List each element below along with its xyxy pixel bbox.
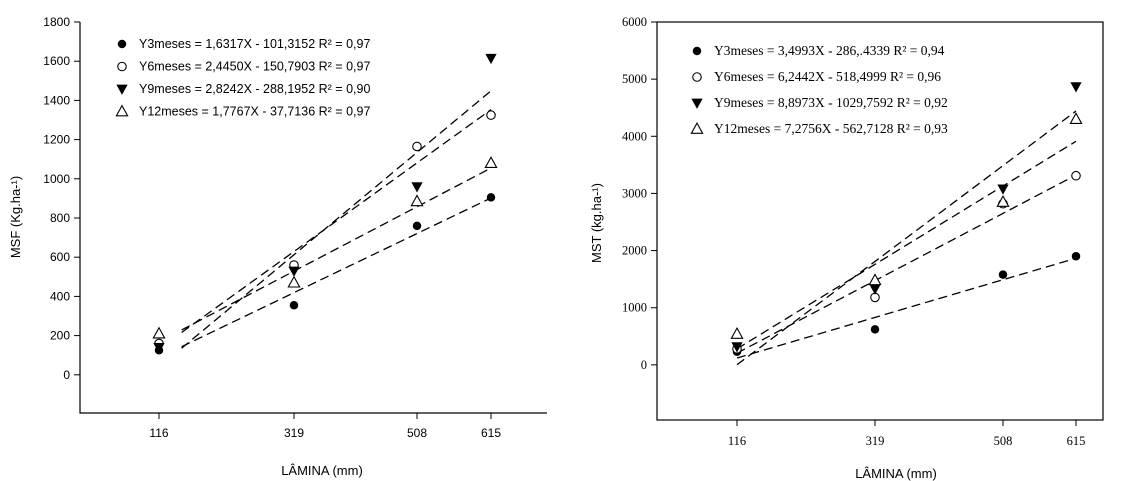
chart-mst: MST (kg.ha-¹) LÂMINA (mm) 0 1000 2000 3000 4… [589, 15, 1104, 481]
y-tick-label: 2000 [622, 244, 647, 258]
y-tick-label: 1600 [43, 54, 70, 68]
legend-entry: Y3meses = 3,4993X - 286,.4339 R² = 0,94 [714, 43, 945, 58]
legend-entry: Y6meses = 2,4450X - 150,7903 R² = 0,97 [139, 60, 370, 74]
data-point [1071, 252, 1081, 261]
data-point [731, 342, 743, 353]
data-point [1071, 170, 1081, 181]
legend-marker [691, 98, 703, 109]
trend-line [736, 174, 1077, 354]
data-point [288, 266, 300, 277]
x-tick-label: 116 [728, 434, 746, 448]
data-point [998, 270, 1008, 279]
legend-marker [117, 61, 127, 72]
trend-line [181, 197, 492, 348]
chart-msf: MSF (Kg.ha-¹) LÂMINA (mm) 0 200 400 600 800 1… [8, 15, 547, 478]
x-axis-label: LÂMINA (mm) [281, 463, 363, 478]
legend-entry: Y9meses = 8,8973X - 1029,7592 R² = 0,92 [714, 95, 948, 110]
data-point [730, 326, 744, 339]
x-tick-label: 319 [866, 434, 885, 448]
legend-marker [692, 72, 702, 82]
y-tick-label: 1200 [43, 133, 70, 147]
x-tick-label: 508 [994, 434, 1013, 448]
trend-line [736, 140, 1077, 350]
y-tick-label: 0 [63, 368, 70, 382]
legend-marker [692, 46, 702, 56]
data-point [485, 53, 497, 65]
legend-marker [117, 39, 127, 49]
data-point [153, 343, 165, 354]
legend-entry: Y9meses = 2,8242X - 288,1952 R² = 0,90 [139, 82, 370, 96]
data-point [410, 194, 424, 207]
data-point [996, 194, 1010, 207]
legend-entry: Y3meses = 1,6317X - 101,3152 R² = 0,97 [139, 37, 370, 51]
data-point [412, 221, 422, 231]
plot-frame [656, 21, 1104, 421]
y-tick-label: 6000 [622, 15, 647, 29]
x-tick-label: 615 [481, 426, 501, 440]
y-tick-label: 5000 [622, 72, 647, 86]
data-point [152, 326, 166, 339]
legend-entry: Y12meses = 7,2756X - 562,7128 R² = 0,93 [714, 121, 948, 136]
data-point [1069, 112, 1083, 125]
y-tick-label: 1000 [43, 172, 70, 186]
trend-line [736, 110, 1077, 366]
y-tick-label: 4000 [622, 129, 647, 143]
y-axis-label: MST (kg.ha-¹) [589, 183, 604, 263]
y-tick-label: 3000 [622, 186, 647, 200]
legend-marker [115, 104, 129, 117]
data-point [287, 275, 301, 288]
data-point [411, 182, 423, 193]
data-point [486, 110, 496, 120]
plot-frame [79, 22, 547, 414]
trend-line [181, 109, 492, 333]
x-tick-label: 508 [407, 426, 427, 440]
y-tick-label: 600 [50, 250, 70, 264]
legend-entry: Y6meses = 6,2442X - 518,4999 R² = 0,96 [714, 69, 941, 84]
y-tick-label: 0 [641, 358, 647, 372]
legend-entry: Y12meses = 1,7767X - 37,7136 R² = 0,97 [139, 105, 370, 119]
data-point [289, 300, 299, 310]
x-tick-label: 116 [149, 426, 168, 440]
y-tick-label: 1800 [43, 15, 70, 29]
trend-line [736, 257, 1077, 359]
data-point [412, 141, 422, 152]
trend-line [181, 90, 492, 349]
y-tick-label: 800 [50, 211, 70, 225]
y-tick-label: 1000 [622, 301, 647, 315]
y-tick-label: 200 [50, 329, 70, 343]
y-tick-label: 400 [50, 289, 70, 303]
y-axis-label: MSF (Kg.ha-¹) [8, 176, 23, 258]
data-point [869, 284, 881, 295]
trend-line [181, 167, 492, 331]
legend-marker [690, 121, 704, 134]
x-axis-label: LÂMINA (mm) [855, 466, 937, 481]
data-point [870, 325, 880, 334]
x-tick-label: 319 [284, 426, 304, 440]
data-point [484, 156, 498, 169]
legend-marker [116, 84, 128, 95]
x-tick-label: 615 [1067, 434, 1086, 448]
data-point [997, 184, 1009, 195]
y-tick-label: 1400 [43, 93, 70, 107]
data-point [486, 193, 496, 202]
data-point [868, 273, 882, 286]
data-point [1070, 82, 1082, 93]
